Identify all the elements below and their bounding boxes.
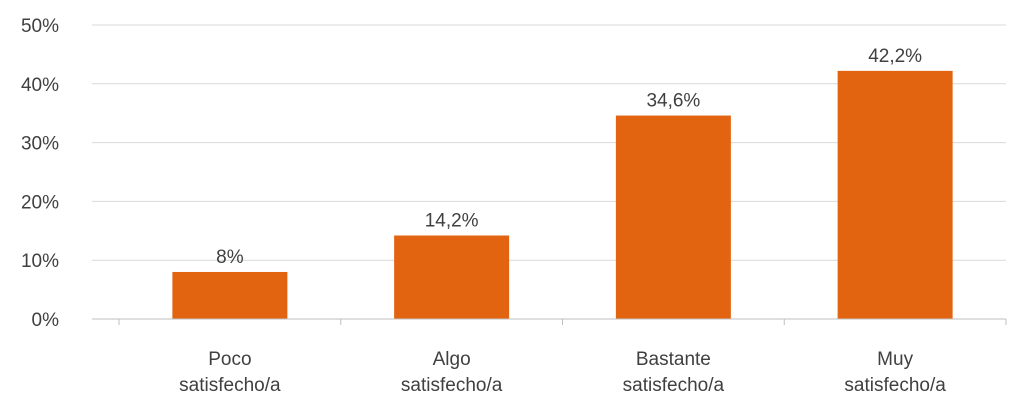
bar	[837, 70, 953, 319]
x-category-label-line: Bastante	[636, 349, 711, 370]
x-category-label-line: satisfecho/a	[844, 375, 946, 396]
bar	[615, 115, 731, 319]
y-tick-label: 20%	[21, 192, 59, 213]
data-label: 14,2%	[425, 211, 479, 232]
y-axis-tick-labels: 0% 10% 20% 30% 40% 50%	[21, 16, 59, 331]
x-category-label: Bastante satisfecho/a	[623, 349, 725, 396]
y-tick-label: 40%	[21, 75, 59, 96]
y-tick-label: 0%	[32, 310, 60, 331]
y-tick-label: 30%	[21, 134, 59, 155]
data-labels: 8% 14,2% 34,6% 42,2%	[216, 46, 922, 268]
data-label: 34,6%	[646, 91, 700, 112]
x-category-label-line: Algo	[433, 349, 471, 370]
x-category-label: Poco satisfecho/a	[179, 349, 281, 396]
x-category-label-line: Poco	[208, 349, 251, 370]
y-tick-label: 10%	[21, 251, 59, 272]
data-label: 42,2%	[868, 46, 922, 67]
x-category-label-line: satisfecho/a	[401, 375, 503, 396]
x-category-label: Algo satisfecho/a	[401, 349, 503, 396]
bar	[394, 235, 510, 319]
x-category-label-line: satisfecho/a	[623, 375, 725, 396]
bar	[172, 271, 288, 319]
x-category-label: Muy satisfecho/a	[844, 349, 946, 396]
bars	[172, 70, 953, 319]
x-category-label-line: satisfecho/a	[179, 375, 281, 396]
x-axis	[92, 318, 1007, 325]
data-label: 8%	[216, 247, 244, 268]
y-tick-label: 50%	[21, 16, 59, 37]
x-category-label-line: Muy	[877, 349, 913, 370]
